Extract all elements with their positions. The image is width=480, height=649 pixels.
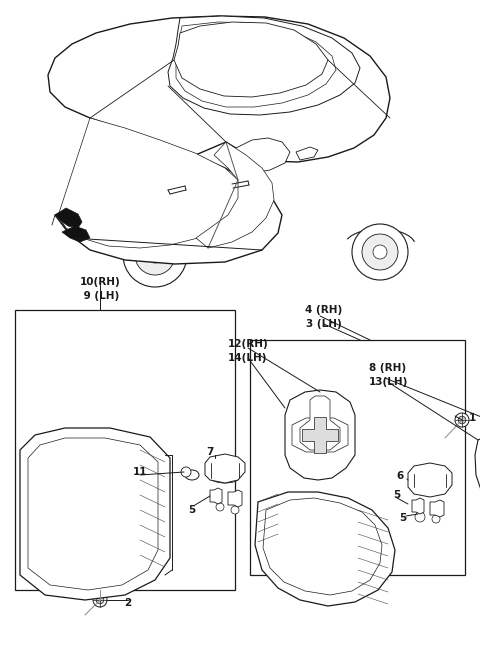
Polygon shape — [196, 142, 274, 248]
Polygon shape — [412, 498, 424, 514]
Circle shape — [216, 503, 224, 511]
Polygon shape — [228, 490, 242, 507]
Circle shape — [135, 235, 175, 275]
Polygon shape — [55, 208, 82, 228]
Circle shape — [93, 593, 107, 607]
Circle shape — [123, 223, 187, 287]
Polygon shape — [302, 417, 338, 453]
Polygon shape — [205, 454, 245, 483]
Text: 14(LH): 14(LH) — [228, 353, 268, 363]
Polygon shape — [263, 498, 382, 595]
Ellipse shape — [185, 470, 199, 480]
Polygon shape — [408, 463, 452, 497]
Text: 2: 2 — [124, 598, 132, 608]
Circle shape — [458, 416, 466, 424]
Polygon shape — [255, 492, 395, 606]
Circle shape — [362, 234, 398, 270]
Bar — [15, 310, 235, 590]
Circle shape — [455, 413, 469, 427]
Text: 9 (LH): 9 (LH) — [80, 291, 120, 301]
Polygon shape — [174, 22, 328, 97]
Circle shape — [181, 467, 191, 477]
Circle shape — [432, 515, 440, 523]
Ellipse shape — [415, 482, 445, 493]
Text: 3 (LH): 3 (LH) — [306, 319, 342, 329]
Ellipse shape — [211, 473, 239, 483]
Text: 6: 6 — [396, 471, 404, 481]
Text: 13(LH): 13(LH) — [368, 377, 408, 387]
Polygon shape — [292, 418, 348, 452]
Text: 4 (RH): 4 (RH) — [305, 305, 343, 315]
Circle shape — [96, 596, 104, 604]
Polygon shape — [430, 500, 444, 517]
Polygon shape — [475, 431, 480, 516]
Polygon shape — [300, 396, 340, 450]
Polygon shape — [62, 226, 90, 242]
Polygon shape — [285, 390, 355, 480]
Polygon shape — [226, 138, 290, 173]
Polygon shape — [28, 438, 158, 590]
Circle shape — [415, 512, 425, 522]
Ellipse shape — [210, 457, 240, 469]
Polygon shape — [20, 428, 170, 600]
Polygon shape — [168, 16, 360, 115]
Polygon shape — [58, 118, 240, 248]
Polygon shape — [48, 16, 390, 264]
Text: 5: 5 — [188, 505, 196, 515]
Polygon shape — [296, 147, 318, 160]
Bar — [250, 340, 465, 575]
Text: 8 (RH): 8 (RH) — [370, 363, 407, 373]
Polygon shape — [176, 22, 336, 107]
Text: 12(RH): 12(RH) — [228, 339, 268, 349]
Text: 10(RH): 10(RH) — [80, 277, 120, 287]
Circle shape — [147, 247, 163, 263]
Text: 7: 7 — [206, 447, 214, 457]
Text: 11: 11 — [133, 467, 147, 477]
Text: 1: 1 — [468, 413, 476, 423]
Ellipse shape — [414, 467, 446, 480]
Circle shape — [352, 224, 408, 280]
Ellipse shape — [42, 458, 138, 572]
Ellipse shape — [283, 496, 373, 600]
Text: 5: 5 — [394, 490, 401, 500]
Circle shape — [373, 245, 387, 259]
Circle shape — [231, 506, 239, 514]
Text: 5: 5 — [399, 513, 407, 523]
Polygon shape — [210, 488, 222, 504]
